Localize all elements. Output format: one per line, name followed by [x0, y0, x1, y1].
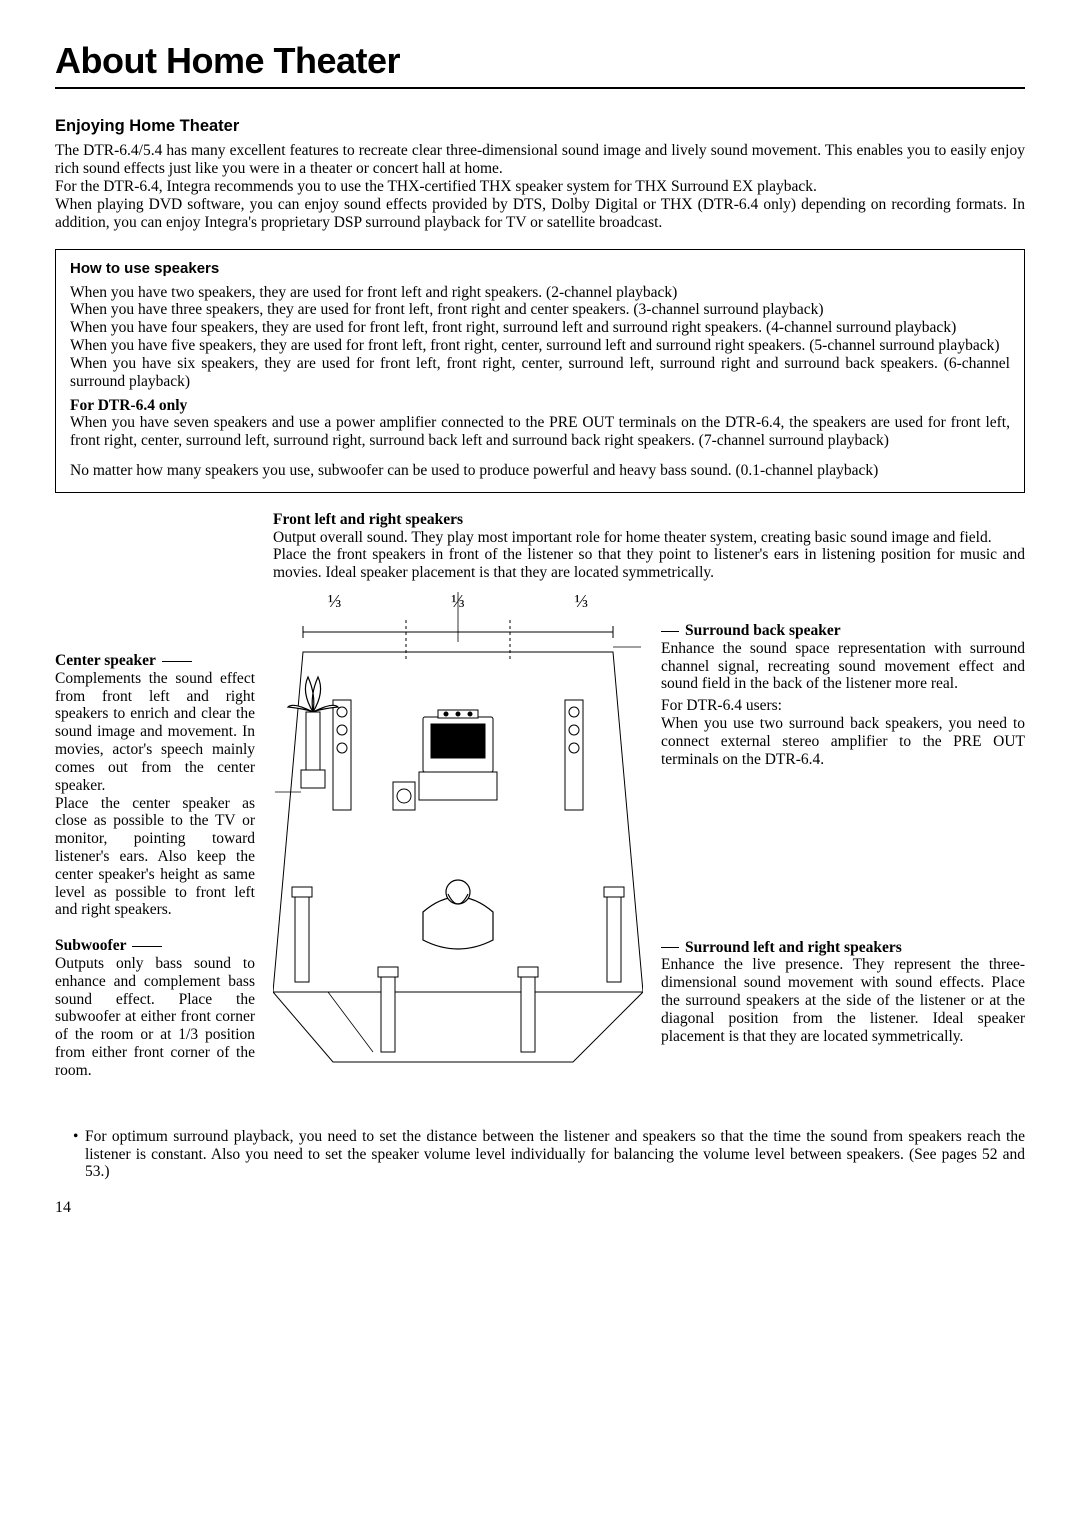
fraction-3: ⅓ — [575, 592, 589, 610]
page-number: 14 — [55, 1199, 1025, 1217]
right-column: Surround back speaker Enhance the sound … — [661, 592, 1025, 1059]
intro-p2: For the DTR-6.4, Integra recommends you … — [55, 178, 1025, 196]
back-p3: When you use two surround back speakers,… — [661, 715, 1025, 768]
sub-title: Subwoofer — [55, 937, 255, 955]
front-p1: Output overall sound. They play most imp… — [273, 529, 1025, 547]
front-block: Front left and right speakers Output ove… — [273, 511, 1025, 582]
back-p1: Enhance the sound space representation w… — [661, 640, 1025, 693]
box-p5: When you have six speakers, they are use… — [70, 355, 1010, 391]
box-heading: How to use speakers — [70, 260, 1010, 277]
footnotes: For optimum surround playback, you need … — [55, 1128, 1025, 1181]
box-p4: When you have five speakers, they are us… — [70, 337, 1010, 355]
intro-section: Enjoying Home Theater The DTR-6.4/5.4 ha… — [55, 117, 1025, 231]
box-p7: No matter how many speakers you use, sub… — [70, 462, 1010, 480]
box-p1: When you have two speakers, they are use… — [70, 284, 1010, 302]
box-p2: When you have three speakers, they are u… — [70, 301, 1010, 319]
section-heading: Enjoying Home Theater — [55, 117, 1025, 136]
back-p2: For DTR-6.4 users: — [661, 697, 1025, 715]
box-sub: For DTR-6.4 only — [70, 397, 1010, 415]
center-title: Center speaker — [55, 652, 255, 670]
bullet-1: For optimum surround playback, you need … — [73, 1128, 1025, 1181]
sub-p1: Outputs only bass sound to enhance and c… — [55, 955, 255, 1080]
intro-p1: The DTR-6.4/5.4 has many excellent featu… — [55, 142, 1025, 178]
left-column: Center speaker Complements the sound eff… — [55, 592, 255, 1098]
surr-p1: Enhance the live presence. They represen… — [661, 956, 1025, 1045]
center-p2: Place the center speaker as close as pos… — [55, 795, 255, 920]
fraction-1: ⅓ — [328, 592, 342, 610]
box-p6: When you have seven speakers and use a p… — [70, 414, 1010, 450]
page-title: About Home Theater — [55, 40, 1025, 89]
layout-grid: Front left and right speakers Output ove… — [55, 511, 1025, 1098]
front-p2: Place the front speakers in front of the… — [273, 546, 1025, 582]
speaker-box: How to use speakers When you have two sp… — [55, 249, 1025, 492]
back-title: Surround back speaker — [661, 622, 1025, 640]
box-p3: When you have four speakers, they are us… — [70, 319, 1010, 337]
room-diagram-svg — [273, 592, 643, 1072]
front-title: Front left and right speakers — [273, 511, 1025, 529]
surr-title: Surround left and right speakers — [661, 939, 1025, 957]
fraction-2: ⅓ — [451, 592, 465, 610]
center-p1: Complements the sound effect from front … — [55, 670, 255, 795]
intro-p3: When playing DVD software, you can enjoy… — [55, 196, 1025, 232]
diagram: ⅓ ⅓ ⅓ — [273, 592, 643, 1077]
